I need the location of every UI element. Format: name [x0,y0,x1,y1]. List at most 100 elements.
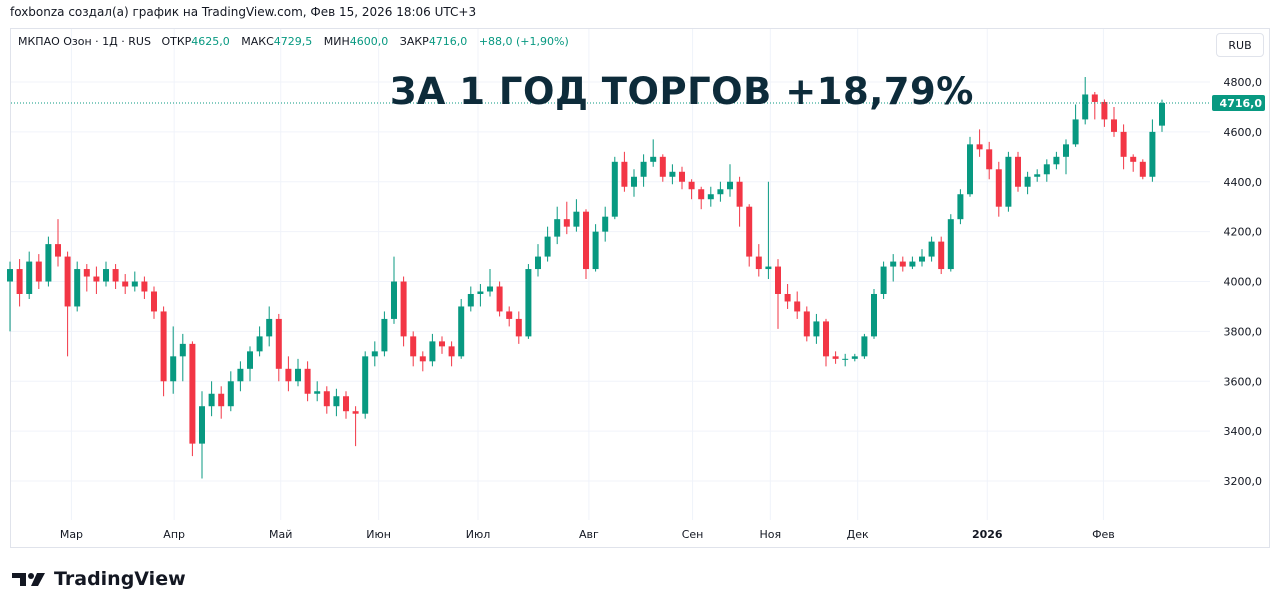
candle-up [669,171,676,177]
y-tick-label: 4000,0 [1224,276,1263,289]
candle-up [131,281,138,287]
x-tick-label: Дек [847,528,869,541]
candle-up [573,211,580,227]
candle-up [1053,156,1060,165]
candle-down [400,281,407,337]
candle-up [170,356,177,382]
candle-down [679,171,685,182]
candle-up [45,244,52,282]
candle-up [1072,119,1079,145]
candle-down [1111,119,1117,132]
candle-up [919,256,925,262]
candle-up [842,358,849,360]
candle-down [698,189,705,200]
candle-down [218,393,225,407]
chart-annotation: ЗА 1 ГОД ТОРГОВ +18,79% [390,70,974,113]
y-tick-label: 4400,0 [1224,176,1263,189]
candle-up [717,189,724,195]
candle-up [314,391,321,394]
candle-up [477,291,484,294]
candle-down [621,161,628,187]
candle-up [1159,102,1165,126]
candle-up [467,293,474,307]
candle-up [266,318,273,337]
candle-down [141,281,148,292]
candle-up [1149,131,1156,177]
candle-down [755,256,762,270]
candle-down [64,256,71,307]
candle-down [352,411,359,414]
candle-up [602,216,609,232]
candle-up [957,194,964,220]
candle-down [938,241,945,270]
candle-down [35,261,42,282]
candle-down [275,318,282,369]
candle-down [16,269,23,294]
close-label: ЗАКР [399,35,429,48]
candle-down [55,244,61,257]
high-label: МАКС [241,35,274,48]
candle-down [583,211,589,270]
candle-up [544,236,551,257]
candle-up [487,286,493,292]
candle-up [909,261,916,267]
x-tick-label: Фев [1092,528,1115,541]
candle-down [832,356,839,359]
x-tick-label: Сен [682,528,704,541]
close-value: 4716,0 [428,35,468,48]
symbol-label[interactable]: МКПАО Озон · 1Д · RUS [18,35,151,48]
candle-down [736,181,743,207]
x-tick-label: Май [269,528,292,541]
candle-up [237,368,244,382]
candle-up [247,351,253,369]
candle-down [995,169,1002,207]
candle-down [419,356,426,362]
candle-up [947,219,954,270]
candle-down [1091,94,1098,102]
brand-name: TradingView [54,568,186,590]
x-tick-label: Авг [579,528,599,541]
candle-up [179,343,186,357]
candle-up [861,336,868,357]
high-value: 4729,5 [273,35,313,48]
open-value: 4625,0 [191,35,230,48]
currency-button[interactable]: RUB [1216,33,1264,57]
candle-up [890,261,897,267]
low-label: МИН [323,35,350,48]
candle-up [1024,176,1031,187]
candle-down [93,276,100,282]
candle-up [371,351,378,357]
candle-down [343,396,349,412]
candle-down [899,261,906,267]
candle-up [333,396,340,407]
candle-down [323,391,330,407]
y-tick-label: 3400,0 [1224,425,1263,438]
tradingview-logo-icon [12,573,45,586]
candle-down [285,368,292,382]
x-tick-label: Июн [366,528,391,541]
y-tick-label: 3200,0 [1224,475,1263,488]
candle-up [1005,156,1012,207]
candle-down [83,269,90,277]
y-tick-label: 4600,0 [1224,126,1263,139]
y-tick-label: 4200,0 [1224,226,1263,239]
candle-down [112,269,119,282]
x-tick-label: Апр [163,528,185,541]
tradingview-logo[interactable]: TradingView [12,568,186,590]
candle-up [631,176,637,187]
candle-up [765,266,772,270]
candle-up [554,219,561,237]
candle-up [295,368,301,382]
candle-down [439,341,445,347]
candle-down [784,293,791,302]
candle-up [362,356,369,414]
candle-down [189,343,196,444]
candle-down [496,286,503,312]
candle-down [1015,156,1021,187]
candle-down [1139,161,1146,177]
last-price-badge [1212,94,1265,111]
candle-up [707,194,714,200]
chart-credit: foxbonza создал(а) график на TradingView… [10,5,477,19]
candle-up [967,144,973,195]
